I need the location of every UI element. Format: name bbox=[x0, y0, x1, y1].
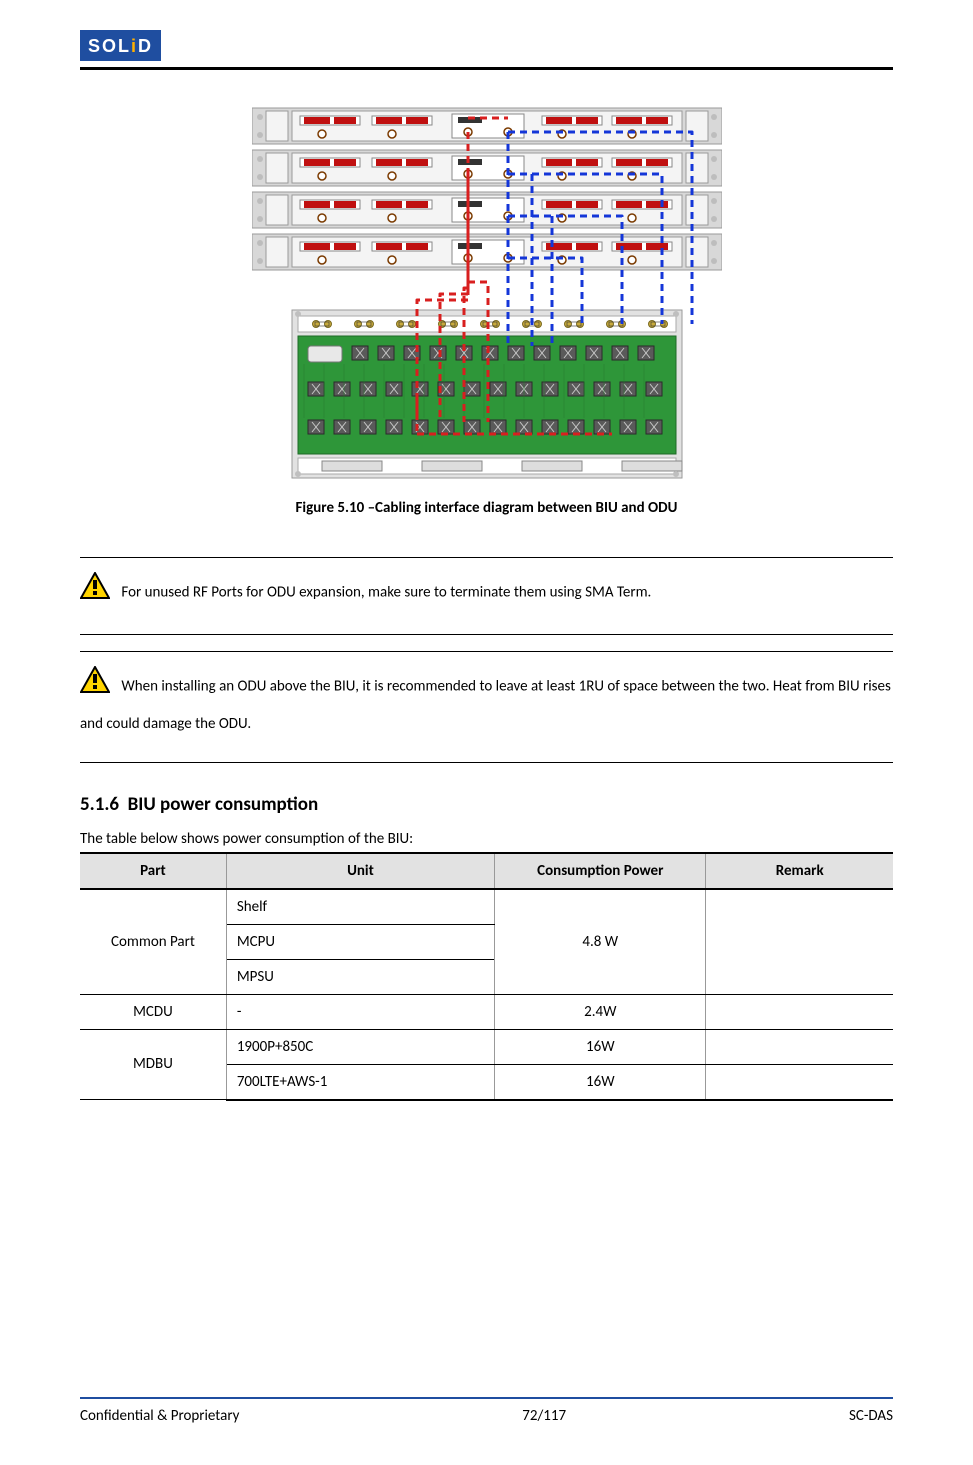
table-row: MCDU-2.4W bbox=[80, 994, 893, 1029]
footer-rule bbox=[80, 1397, 893, 1399]
table-cell-remark bbox=[706, 1029, 893, 1064]
table-cell-unit: - bbox=[226, 994, 494, 1029]
power-consumption-table: PartUnitConsumption PowerRemark Common P… bbox=[80, 852, 893, 1101]
warning-text: When installing an ODU above the BIU, it… bbox=[80, 677, 891, 733]
table-cell-unit: 1900P+850C bbox=[226, 1029, 494, 1064]
footer-right: SC-DAS bbox=[849, 1407, 893, 1425]
table-cell-remark bbox=[706, 994, 893, 1029]
header-rule bbox=[80, 67, 893, 70]
footer-center: 72/117 bbox=[522, 1407, 566, 1425]
table-cell-power: 4.8 W bbox=[495, 889, 706, 995]
table-cell-remark bbox=[706, 889, 893, 995]
table-cell-power: 16W bbox=[495, 1064, 706, 1100]
table-cell-part: MDBU bbox=[80, 1029, 226, 1100]
section-lead: The table below shows power consumption … bbox=[80, 830, 893, 848]
table-header: Consumption Power bbox=[495, 853, 706, 889]
table-header: Unit bbox=[226, 853, 494, 889]
cabling-diagram bbox=[252, 100, 722, 480]
table-cell-unit: MCPU bbox=[226, 924, 494, 959]
warning-icon bbox=[80, 666, 110, 708]
warning-text: For unused RF Ports for ODU expansion, m… bbox=[121, 583, 651, 601]
warning-note-2: When installing an ODU above the BIU, it… bbox=[80, 651, 893, 763]
table-cell-remark bbox=[706, 1064, 893, 1100]
table-cell-power: 2.4W bbox=[495, 994, 706, 1029]
table-cell-unit: Shelf bbox=[226, 889, 494, 925]
table-row: Common PartShelf4.8 W bbox=[80, 889, 893, 925]
table-cell-unit: MPSU bbox=[226, 959, 494, 994]
brand-logo: SOLiD bbox=[80, 30, 161, 61]
section-number: 5.1.6 bbox=[80, 793, 119, 816]
warning-icon bbox=[80, 572, 110, 614]
figure-caption: Figure 5.10 –Cabling interface diagram b… bbox=[80, 499, 893, 517]
table-header: Remark bbox=[706, 853, 893, 889]
warning-note-1: For unused RF Ports for ODU expansion, m… bbox=[80, 557, 893, 635]
table-row: MDBU1900P+850C16W bbox=[80, 1029, 893, 1064]
figure-5-10: Figure 5.10 –Cabling interface diagram b… bbox=[80, 100, 893, 517]
table-cell-power: 16W bbox=[495, 1029, 706, 1064]
footer-left: Confidential & Proprietary bbox=[80, 1407, 239, 1425]
table-cell-part: Common Part bbox=[80, 889, 226, 995]
table-header: Part bbox=[80, 853, 226, 889]
table-cell-part: MCDU bbox=[80, 994, 226, 1029]
section-title: BIU power consumption bbox=[128, 793, 319, 816]
page-footer: Confidential & Proprietary 72/117 SC-DAS bbox=[80, 1397, 893, 1425]
table-cell-unit: 700LTE+AWS-1 bbox=[226, 1064, 494, 1100]
section-heading: 5.1.6 BIU power consumption bbox=[80, 793, 893, 816]
